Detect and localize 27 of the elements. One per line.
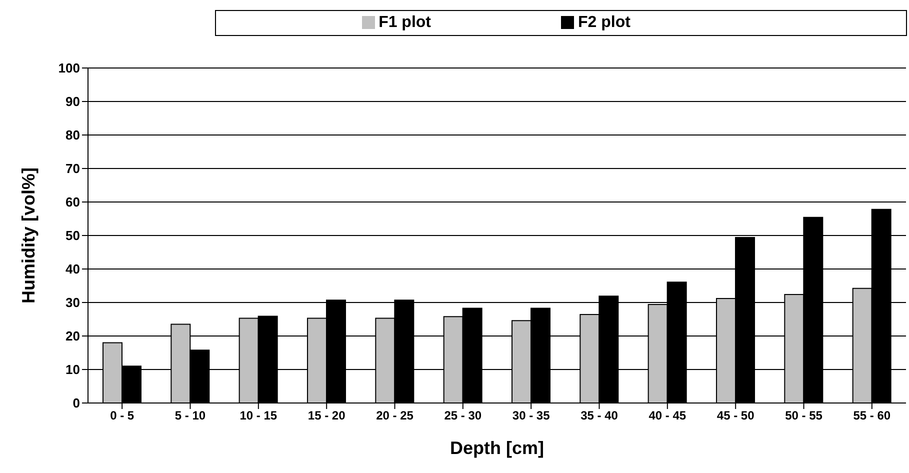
x-tick-label: 15 - 20 <box>308 408 346 423</box>
y-tick-label: 40 <box>66 262 80 277</box>
x-tick-label: 30 - 35 <box>512 408 550 423</box>
y-tick-label: 10 <box>66 362 80 378</box>
x-axis-title: Depth [cm] <box>450 438 544 458</box>
y-axis-title: Humidity [vol%] <box>18 167 38 304</box>
y-tick-label: 100 <box>58 60 80 76</box>
y-tick-label: 30 <box>66 295 80 310</box>
x-tick-label: 5 - 10 <box>174 408 206 423</box>
x-tick-label: 20 - 25 <box>376 408 414 423</box>
x-tick-label: 40 - 45 <box>648 408 686 423</box>
x-tick-label: 10 - 15 <box>240 408 278 423</box>
y-tick-label: 20 <box>66 328 80 344</box>
y-tick-label: 50 <box>66 228 80 244</box>
x-tick-label: 50 - 55 <box>785 408 823 423</box>
y-tick-label: 0 <box>72 396 80 411</box>
x-tick-label: 55 - 60 <box>853 408 891 423</box>
x-tick-label: 25 - 30 <box>444 408 482 423</box>
legend-label: F2 plot <box>578 14 630 31</box>
x-tick-label: 45 - 50 <box>716 408 755 423</box>
x-tick-label: 35 - 40 <box>580 408 618 423</box>
y-tick-label: 70 <box>66 161 80 176</box>
y-tick-label: 60 <box>66 194 80 210</box>
y-tick-label: 90 <box>66 94 80 110</box>
x-tick-label: 0 - 5 <box>110 408 134 423</box>
legend-label: F1 plot <box>378 14 431 31</box>
y-tick-label: 80 <box>66 128 80 143</box>
